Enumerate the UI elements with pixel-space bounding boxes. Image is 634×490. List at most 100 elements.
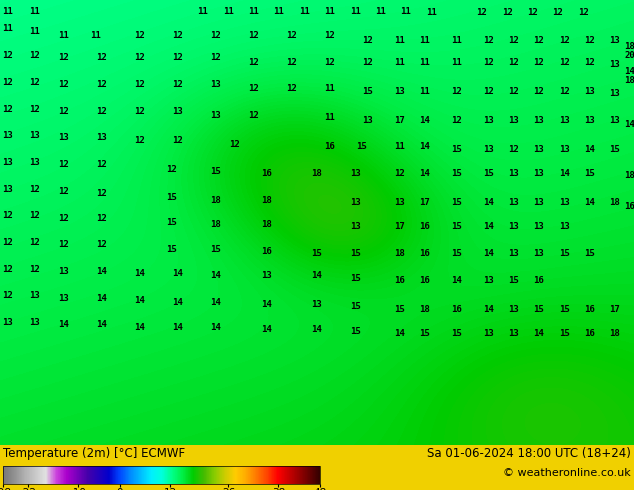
- Text: 12: 12: [58, 107, 68, 116]
- Text: 12: 12: [172, 80, 183, 89]
- Text: 16: 16: [420, 276, 430, 285]
- Text: 15: 15: [394, 305, 404, 314]
- Text: 15: 15: [451, 329, 462, 338]
- Text: © weatheronline.co.uk: © weatheronline.co.uk: [503, 468, 631, 478]
- Text: 12: 12: [134, 107, 145, 116]
- Text: 11: 11: [325, 113, 335, 122]
- Text: 15: 15: [363, 87, 373, 96]
- Text: 12: 12: [451, 87, 462, 96]
- Text: 12: 12: [508, 145, 519, 153]
- Text: 16: 16: [534, 276, 544, 285]
- Text: 13: 13: [534, 169, 544, 178]
- Text: 11: 11: [394, 142, 404, 151]
- Text: 13: 13: [96, 133, 107, 143]
- Text: 12: 12: [96, 214, 107, 222]
- Text: 11: 11: [198, 7, 208, 16]
- Text: 15: 15: [534, 305, 544, 314]
- Text: 11: 11: [299, 7, 309, 16]
- Text: 12: 12: [249, 111, 259, 120]
- Text: 13: 13: [559, 222, 569, 231]
- Text: 11: 11: [426, 8, 436, 17]
- Text: 14: 14: [585, 198, 595, 207]
- Text: 14: 14: [312, 271, 322, 280]
- Text: 14: 14: [420, 116, 430, 124]
- Text: 15: 15: [350, 327, 360, 336]
- Text: 11: 11: [420, 36, 430, 45]
- Text: 12: 12: [249, 58, 259, 67]
- Text: 14: 14: [420, 169, 430, 178]
- Text: 15: 15: [166, 245, 176, 254]
- Text: 15: 15: [166, 218, 176, 227]
- Text: 16: 16: [585, 329, 595, 338]
- Text: 12: 12: [477, 8, 487, 17]
- Text: 14: 14: [451, 276, 462, 285]
- Text: 12: 12: [553, 8, 563, 17]
- Text: 15: 15: [585, 249, 595, 258]
- Text: 14: 14: [134, 322, 145, 332]
- Text: 13: 13: [58, 294, 68, 303]
- Text: 14: 14: [585, 145, 595, 153]
- Text: 12: 12: [325, 58, 335, 67]
- Text: 13: 13: [534, 198, 544, 207]
- Text: 14: 14: [261, 325, 271, 334]
- Text: 13: 13: [508, 305, 519, 314]
- Text: 11: 11: [451, 36, 462, 45]
- Text: 11: 11: [420, 58, 430, 67]
- Text: 12: 12: [585, 58, 595, 67]
- Text: 18: 18: [420, 305, 430, 314]
- Text: 15: 15: [451, 169, 462, 178]
- Text: 12: 12: [527, 8, 538, 17]
- Text: 12: 12: [3, 238, 13, 247]
- Text: 12: 12: [287, 31, 297, 40]
- Text: 13: 13: [3, 185, 13, 194]
- Text: 12: 12: [134, 136, 145, 145]
- Text: 13: 13: [483, 145, 493, 153]
- Text: 11: 11: [325, 7, 335, 16]
- Text: 12: 12: [58, 80, 68, 89]
- Text: 13: 13: [172, 107, 183, 116]
- Text: 15: 15: [451, 198, 462, 207]
- Text: 17: 17: [394, 116, 404, 124]
- Text: 13: 13: [3, 131, 13, 140]
- Text: 12: 12: [172, 136, 183, 145]
- Text: 12: 12: [30, 104, 40, 114]
- Text: 13: 13: [610, 36, 620, 45]
- Text: 12: 12: [96, 53, 107, 62]
- Text: 13: 13: [30, 158, 40, 167]
- Text: 12: 12: [508, 36, 519, 45]
- Text: 14: 14: [559, 169, 569, 178]
- Text: 13: 13: [30, 292, 40, 300]
- Text: 15: 15: [483, 169, 493, 178]
- Text: 14: 14: [172, 298, 183, 307]
- Text: 12: 12: [30, 185, 40, 194]
- Text: 12: 12: [172, 53, 183, 62]
- Text: 11: 11: [394, 58, 404, 67]
- Text: 11: 11: [375, 7, 385, 16]
- Text: 11: 11: [274, 7, 284, 16]
- Text: 18: 18: [261, 220, 271, 229]
- Text: 18: 18: [624, 75, 634, 85]
- Text: 18: 18: [624, 171, 634, 180]
- Text: 13: 13: [534, 116, 544, 124]
- Text: 20: 20: [624, 51, 634, 60]
- Text: 13: 13: [559, 116, 569, 124]
- Text: 13: 13: [610, 89, 620, 98]
- Text: 12: 12: [30, 78, 40, 87]
- Text: 13: 13: [508, 222, 519, 231]
- Text: 16: 16: [394, 276, 404, 285]
- Text: 12: 12: [559, 36, 569, 45]
- Text: 13: 13: [350, 198, 360, 207]
- Text: 16: 16: [420, 222, 430, 231]
- Text: 17: 17: [394, 222, 404, 231]
- Text: 11: 11: [249, 7, 259, 16]
- Text: 13: 13: [58, 267, 68, 276]
- Text: 15: 15: [451, 222, 462, 231]
- Text: 16: 16: [451, 305, 462, 314]
- Text: 11: 11: [401, 7, 411, 16]
- Text: 14: 14: [172, 322, 183, 332]
- Text: 13: 13: [534, 222, 544, 231]
- Text: 12: 12: [483, 58, 493, 67]
- Text: 14: 14: [172, 269, 183, 278]
- Text: 18: 18: [610, 329, 620, 338]
- Text: 12: 12: [3, 104, 13, 114]
